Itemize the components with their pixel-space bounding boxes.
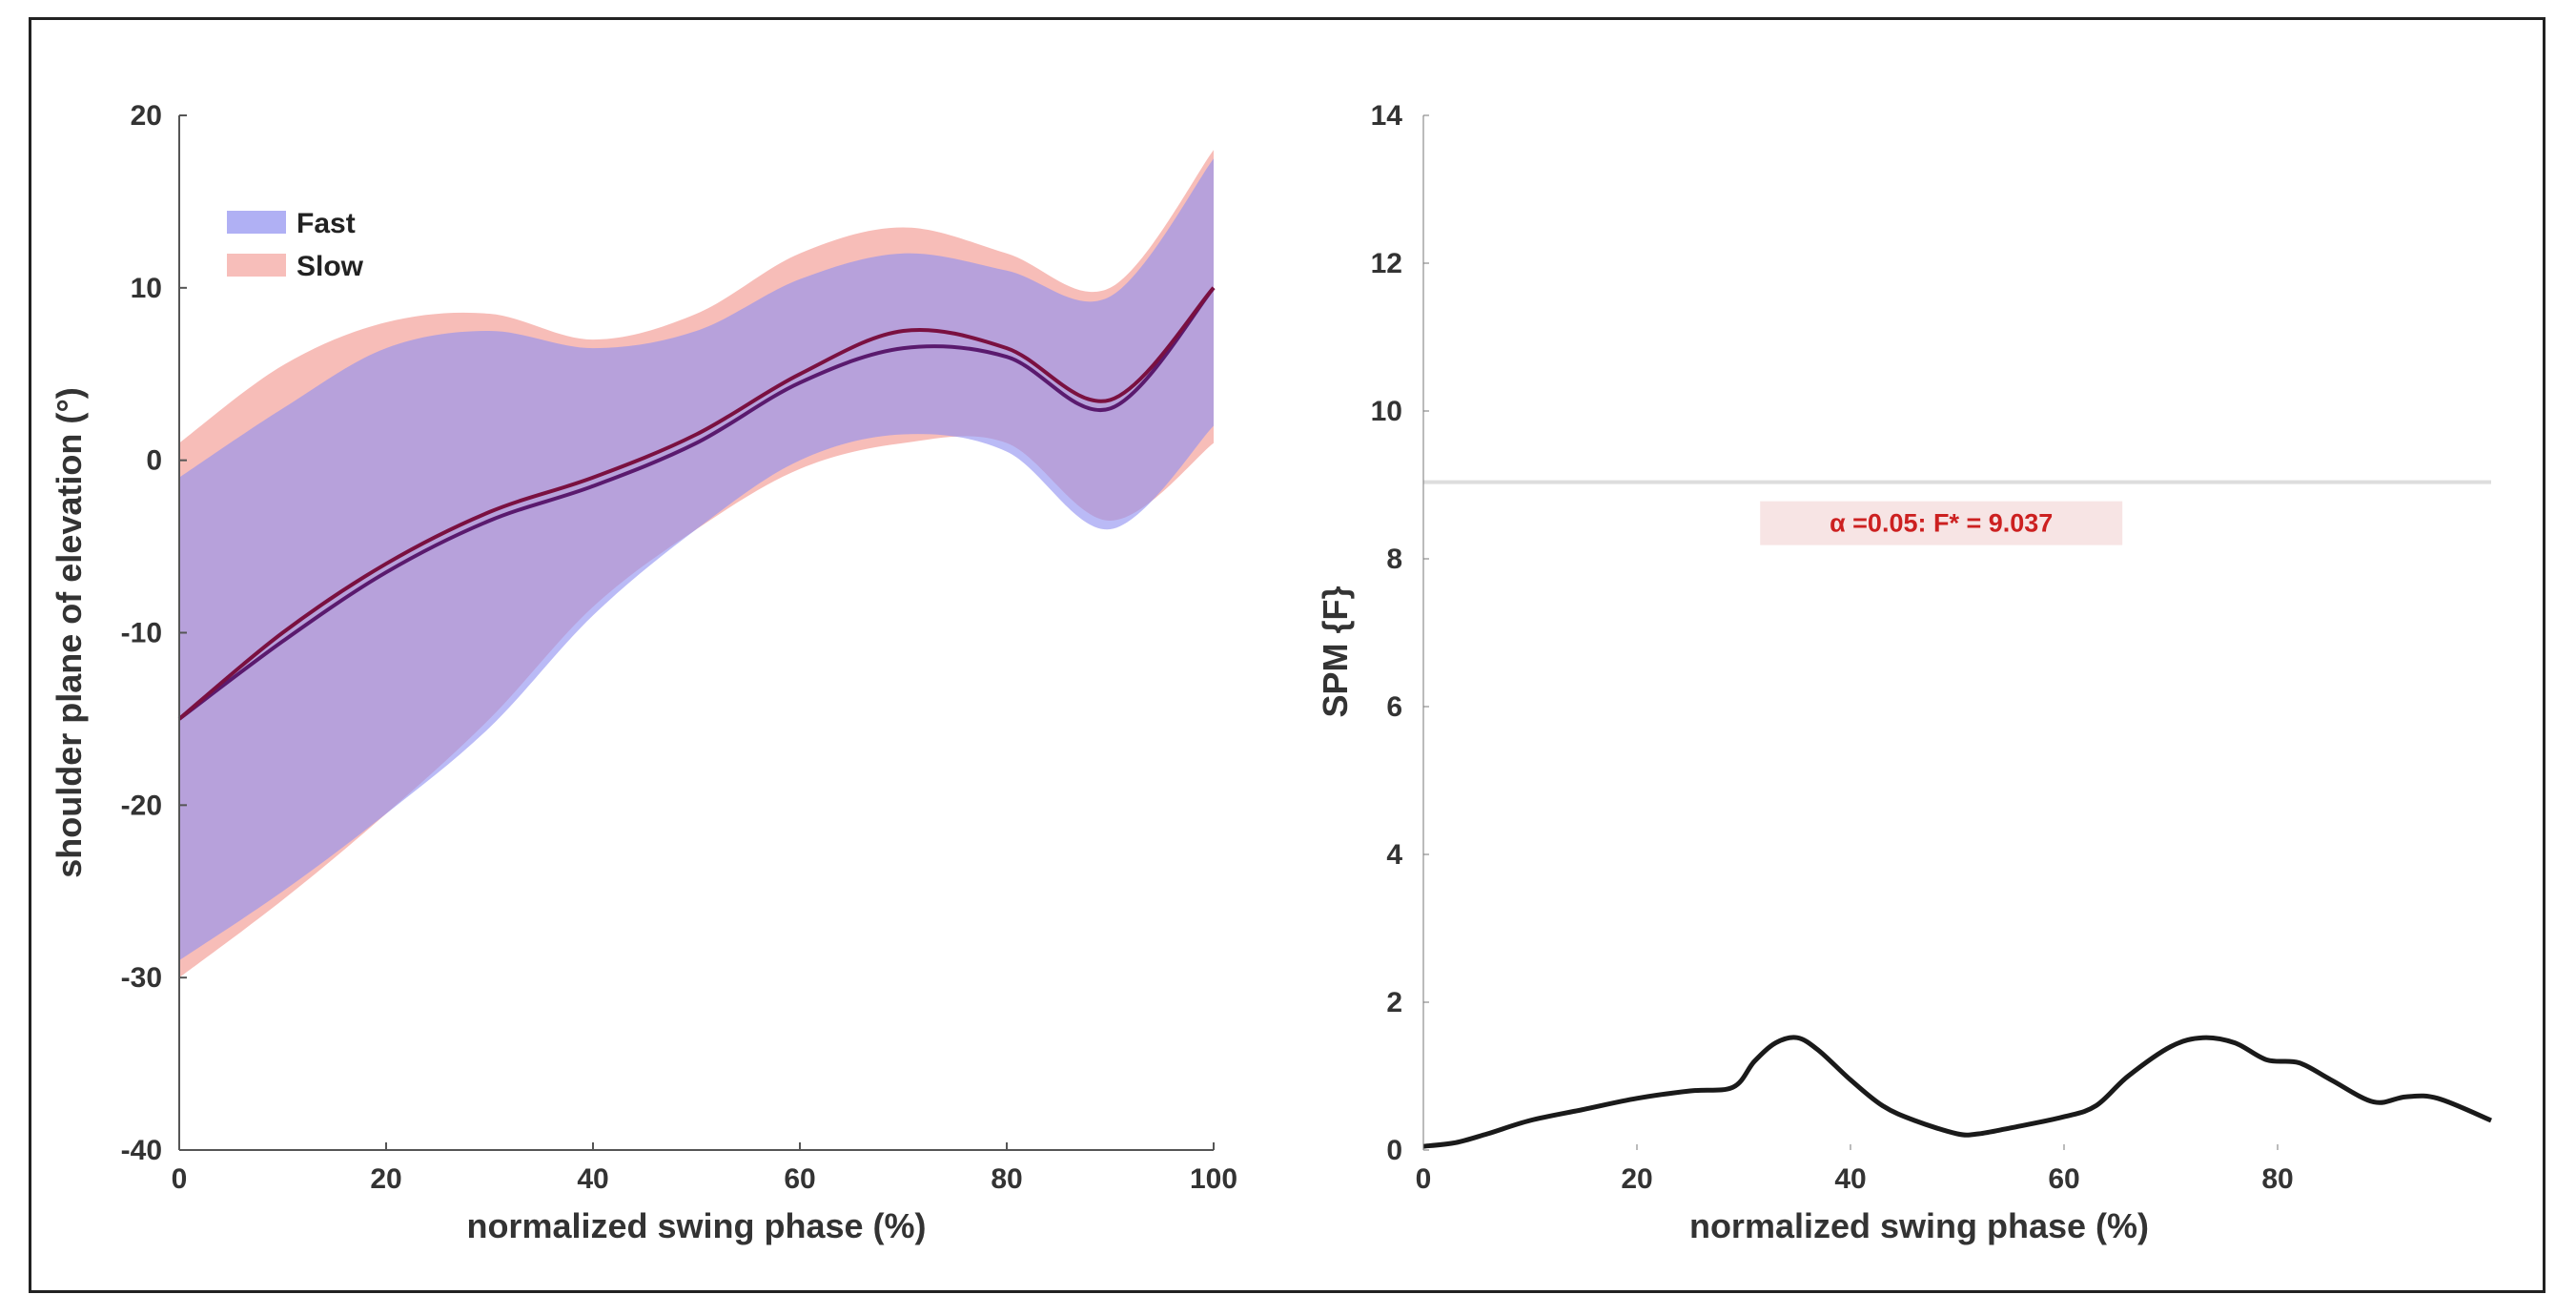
left-y-axis-label: shoulder plane of elevation (°) bbox=[50, 387, 89, 877]
left-y-tick-label: -40 bbox=[121, 1135, 162, 1166]
right-x-tick-label: 80 bbox=[2261, 1163, 2293, 1195]
right-y-tick-label: 2 bbox=[1386, 987, 1402, 1018]
left-legend: Fast Slow bbox=[227, 208, 364, 282]
right-y-axis-label: SPM {F} bbox=[1316, 586, 1355, 717]
right-x-tick-label: 60 bbox=[2048, 1163, 2079, 1195]
right-y-tick-label: 14 bbox=[1371, 100, 1403, 132]
left-x-tick-label: 20 bbox=[370, 1163, 401, 1195]
band-fast bbox=[179, 158, 1214, 961]
left-y-ticks: -40 -30 -20 -10 0 10 20 bbox=[121, 100, 187, 1166]
right-y-tick-label: 8 bbox=[1386, 544, 1402, 575]
left-x-axis-label: normalized swing phase (%) bbox=[466, 1206, 926, 1245]
legend-swatch-slow bbox=[227, 254, 286, 277]
right-x-tick-label: 0 bbox=[1416, 1163, 1432, 1195]
left-mean-lines bbox=[177, 286, 1216, 721]
left-y-tick-label: 20 bbox=[131, 100, 162, 132]
right-y-tick-label: 10 bbox=[1371, 396, 1402, 427]
left-chart-panel: 0 20 40 60 80 100 -40 -30 -20 -10 0 10 20 normalize… bbox=[50, 100, 1237, 1245]
left-y-tick-label: -20 bbox=[121, 790, 162, 821]
right-y-tick-label: 0 bbox=[1386, 1135, 1402, 1166]
left-confidence-bands bbox=[179, 150, 1214, 978]
mean-line-slow bbox=[177, 286, 1216, 721]
right-chart-panel: α =0.05: F* = 9.037 0 20 40 60 80 0 2 4 6 8 10 12 1… bbox=[1316, 100, 2492, 1245]
right-x-ticks: 0 20 40 60 80 bbox=[1416, 1144, 2294, 1195]
left-x-ticks: 0 20 40 60 80 100 bbox=[172, 1142, 1237, 1195]
right-y-ticks: 0 2 4 6 8 10 12 14 bbox=[1371, 100, 1429, 1166]
right-x-axis-label: normalized swing phase (%) bbox=[1689, 1206, 2149, 1245]
spm-statistic-line bbox=[1422, 1035, 2492, 1149]
left-x-tick-label: 0 bbox=[172, 1163, 188, 1195]
right-y-tick-label: 6 bbox=[1386, 691, 1402, 723]
right-y-tick-label: 4 bbox=[1386, 839, 1402, 871]
right-y-tick-label: 12 bbox=[1371, 248, 1402, 279]
left-y-tick-label: -30 bbox=[121, 962, 162, 994]
left-x-tick-label: 80 bbox=[991, 1163, 1022, 1195]
spm-threshold-label-box bbox=[1760, 501, 2123, 545]
legend-swatch-fast bbox=[227, 211, 286, 234]
left-x-tick-label: 100 bbox=[1190, 1163, 1237, 1195]
figure-frame: 0 20 40 60 80 100 -40 -30 -20 -10 0 10 20 normalize… bbox=[29, 17, 2545, 1293]
left-y-tick-label: 10 bbox=[131, 273, 162, 304]
legend-label-slow: Slow bbox=[296, 251, 364, 282]
left-x-tick-label: 60 bbox=[784, 1163, 815, 1195]
left-y-tick-label: -10 bbox=[121, 618, 162, 649]
spm-threshold-label: α =0.05: F* = 9.037 bbox=[1830, 509, 2053, 538]
left-x-tick-label: 40 bbox=[577, 1163, 608, 1195]
mean-line-fast bbox=[177, 286, 1216, 721]
right-x-tick-label: 40 bbox=[1834, 1163, 1866, 1195]
left-y-tick-label: 0 bbox=[146, 445, 162, 477]
right-x-tick-label: 20 bbox=[1621, 1163, 1652, 1195]
legend-label-fast: Fast bbox=[296, 208, 356, 239]
